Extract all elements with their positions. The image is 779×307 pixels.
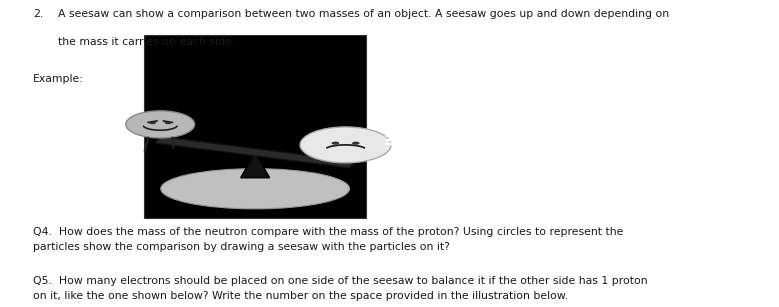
Circle shape (125, 111, 195, 138)
Text: A seesaw can show a comparison between two masses of an object. A seesaw goes up: A seesaw can show a comparison between t… (58, 9, 669, 19)
Circle shape (352, 142, 360, 145)
Circle shape (149, 122, 156, 124)
Circle shape (332, 142, 340, 145)
Text: Q4.  How does the mass of the neutron compare with the mass of the proton? Using: Q4. How does the mass of the neutron com… (33, 227, 623, 251)
Ellipse shape (160, 169, 350, 209)
Circle shape (164, 122, 171, 124)
Text: Q5.  How many electrons should be placed on one side of the seesaw to balance it: Q5. How many electrons should be placed … (33, 276, 647, 301)
FancyBboxPatch shape (144, 35, 366, 218)
Text: the mass it carries on each side.: the mass it carries on each side. (58, 37, 235, 47)
Polygon shape (241, 152, 270, 178)
Text: 2.: 2. (33, 9, 43, 19)
Circle shape (300, 127, 391, 163)
Polygon shape (155, 137, 355, 168)
Text: Example:: Example: (33, 74, 83, 84)
